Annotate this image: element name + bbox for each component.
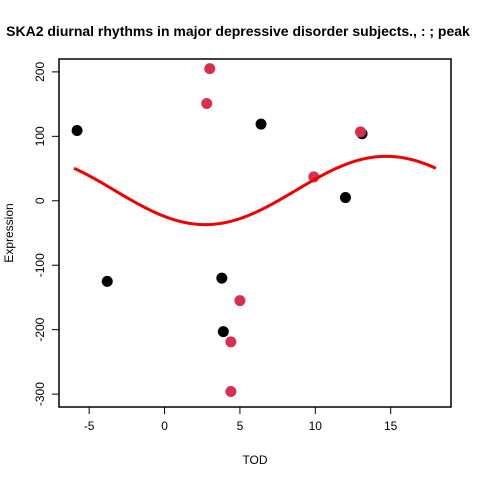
x-tick-label: 10 [309,419,323,433]
y-tick-label: -300 [33,382,47,406]
data-point-series-1 [339,192,351,204]
fit-curve [73,154,437,227]
data-point-series-2 [201,97,213,109]
data-point-series-2 [204,63,216,75]
y-tick-label: -200 [33,317,47,341]
data-point-series-1 [71,125,83,137]
data-point-series-1 [101,275,113,287]
data-point-series-1 [255,118,267,130]
y-axis: -300 -200 -100 0 100 200 [33,62,59,406]
x-tick-label: 5 [237,419,244,433]
data-point-series-2 [234,295,246,307]
data-point-series-1 [217,326,229,338]
plot-frame [58,58,452,408]
data-point-series-1 [216,272,228,284]
x-tick-label: -5 [84,419,95,433]
y-tick-label: 200 [33,62,47,82]
data-point-series-2 [225,386,237,398]
x-axis-label: TOD [242,453,267,467]
chart-title: SKA2 diurnal rhythms in major depressive… [6,23,470,39]
y-axis-label: Expression [2,203,16,262]
x-tick-label: 0 [161,419,168,433]
x-axis: -5 0 5 10 15 [84,407,398,433]
y-tick-label: 0 [33,197,47,204]
data-point-series-2 [225,336,237,348]
data-point-series-2 [355,126,367,138]
plot-area [71,63,437,398]
y-tick-label: 100 [33,126,47,146]
y-tick-label: -100 [33,253,47,277]
x-tick-label: 15 [384,419,398,433]
